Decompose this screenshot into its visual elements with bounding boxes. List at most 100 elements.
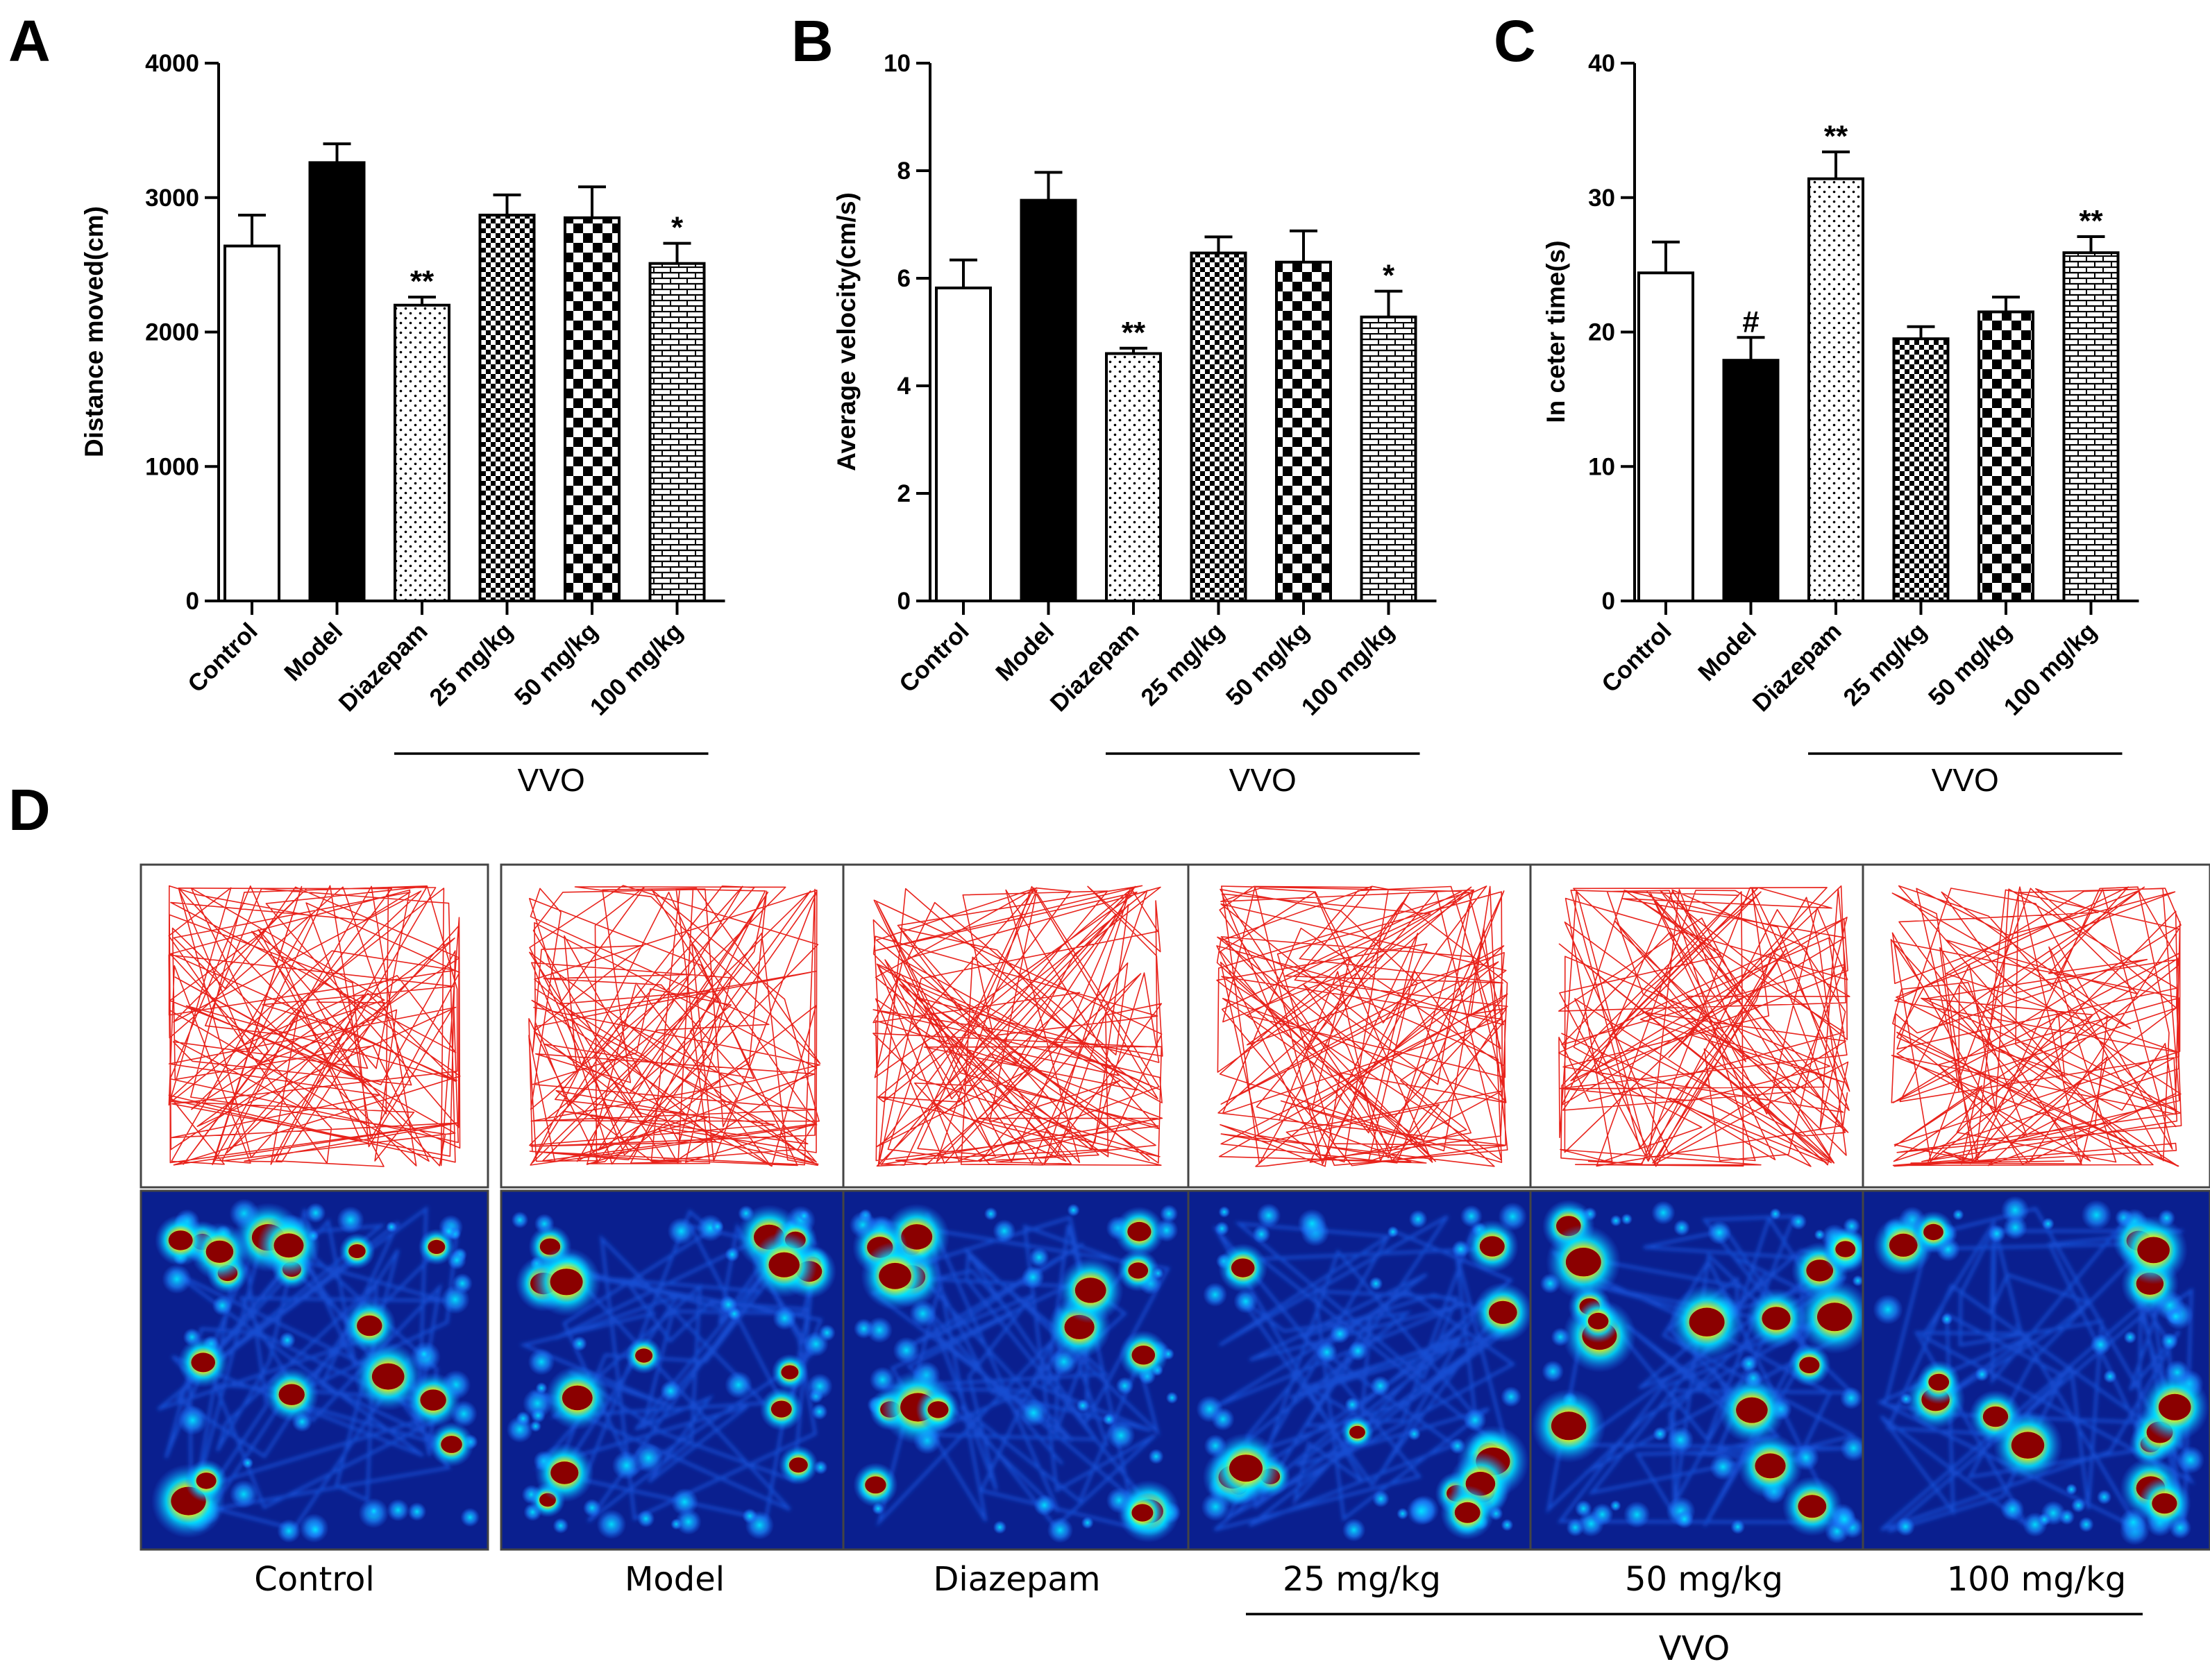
heatmap-spot <box>2123 1330 2137 1344</box>
category-label: Model <box>1693 618 1762 686</box>
heatmap-spot <box>522 1388 552 1418</box>
bar <box>1977 310 2034 602</box>
heatmap-spot <box>2081 1199 2112 1230</box>
heatmap-spot <box>1789 1213 1807 1230</box>
significance-label: ** <box>1824 119 1848 153</box>
heatmap-spot <box>1941 1313 1953 1325</box>
heatmap-hotspot <box>348 1244 366 1258</box>
heatmap-spot <box>2096 1489 2112 1505</box>
heatmap-spot <box>229 1479 258 1509</box>
heatmap-spot <box>2000 1196 2030 1225</box>
heatmap-spot <box>1566 1518 1585 1537</box>
heatmap-spot <box>2070 1497 2086 1513</box>
heatmap-hotspot <box>1689 1307 1725 1337</box>
significance-label: ** <box>410 264 435 298</box>
arena-label: Diazepam <box>933 1560 1100 1599</box>
heatmap-hotspot <box>1479 1236 1505 1257</box>
heatmap-hotspot <box>1128 1262 1149 1279</box>
heatmap-spot <box>440 1284 470 1314</box>
heatmap-spot <box>1975 1367 1989 1382</box>
heatmap-spot <box>636 1509 655 1528</box>
heatmap-spot <box>1347 1341 1369 1361</box>
heatmap-hotspot <box>1799 1357 1820 1373</box>
heatmap-spot <box>177 1405 208 1436</box>
heatmap-spot <box>305 1203 326 1223</box>
heatmap-hotspot <box>901 1224 933 1250</box>
heatmap-hotspot <box>1817 1303 1853 1332</box>
heatmap-hotspot <box>1131 1346 1156 1365</box>
heatmap-spot <box>1623 1501 1651 1529</box>
heatmap-spot <box>1406 1496 1436 1526</box>
heatmap-spot <box>866 1316 893 1343</box>
heatmap-spot <box>1673 1219 1690 1237</box>
heatmap-hotspot <box>1127 1221 1152 1241</box>
y-tick-label: 4 <box>897 373 911 400</box>
arena-1: Model <box>500 863 850 1599</box>
heatmap-spot <box>2167 1307 2185 1325</box>
arena-label: 100 mg/kg <box>1947 1560 2127 1599</box>
heatmap-hotspot <box>927 1401 949 1418</box>
bar <box>223 244 280 602</box>
heatmap-spot <box>1029 1247 1049 1268</box>
bar <box>1105 352 1162 602</box>
heatmap-spot <box>633 1443 664 1473</box>
heatmap-spot <box>711 1220 724 1233</box>
y-tick-label: 40 <box>1588 50 1615 77</box>
bar <box>1020 198 1077 602</box>
heatmap-hotspot <box>371 1363 405 1390</box>
heatmap-spot <box>1500 1386 1522 1407</box>
heatmap-hotspot <box>1131 1504 1154 1522</box>
heatmap-hotspot <box>1551 1411 1587 1441</box>
heatmap-spot <box>1709 1453 1737 1481</box>
heatmap-spot <box>1251 1225 1271 1244</box>
y-tick-label: 20 <box>1588 319 1615 346</box>
heatmap-hotspot <box>205 1240 234 1263</box>
heatmap-hotspot <box>420 1389 446 1411</box>
heatmap-hotspot <box>2152 1493 2177 1514</box>
heatmap-spot <box>2078 1516 2094 1533</box>
chart-b: 0 2 4 6 8 10 Average velocity(cm/s) Control Mode… <box>832 50 1437 798</box>
movement-track <box>872 885 1163 1167</box>
heatmap-hotspot <box>879 1262 911 1289</box>
heatmap-spot <box>385 1221 398 1233</box>
heatmap-spot <box>1256 1203 1281 1228</box>
arena-label: Model <box>625 1560 725 1599</box>
heatmap-spot <box>2090 1334 2111 1356</box>
heatmap-hotspot <box>1349 1425 1365 1439</box>
heatmap-spot <box>2065 1483 2077 1495</box>
movement-track <box>168 885 461 1167</box>
heatmap-spot <box>1460 1205 1483 1228</box>
heatmap-hotspot <box>1755 1453 1786 1479</box>
heatmap-spot <box>1330 1323 1350 1344</box>
bar <box>1275 260 1332 602</box>
heatmap-spot <box>2103 1369 2117 1384</box>
heatmap-hotspot <box>1806 1259 1834 1282</box>
arena-label: 50 mg/kg <box>1625 1560 1783 1599</box>
heatmap-spot <box>212 1295 233 1316</box>
heatmap-hotspot <box>768 1252 800 1278</box>
heatmap-spot <box>1115 1377 1134 1395</box>
heatmap-spot <box>1675 1509 1694 1529</box>
heatmap-spot <box>1297 1209 1327 1239</box>
y-tick-label: 30 <box>1588 185 1615 212</box>
arena-2: Diazepam <box>842 863 1192 1599</box>
bar <box>1637 271 1694 602</box>
heatmap-spot <box>1372 1490 1390 1508</box>
significance-label: # <box>1742 305 1759 339</box>
heatmap-spot <box>984 1207 998 1221</box>
heatmap-spot <box>1987 1224 2006 1243</box>
heatmap-spot <box>1387 1225 1399 1238</box>
heatmap-spot <box>1342 1518 1366 1542</box>
heatmap-hotspot <box>1736 1397 1768 1423</box>
y-tick-label: 10 <box>884 50 911 77</box>
category-label: 100 mg/kg <box>1999 618 2102 721</box>
category-label: 25 mg/kg <box>424 618 518 711</box>
heatmap-spot <box>1067 1203 1080 1217</box>
heatmap-hotspot <box>1798 1495 1827 1518</box>
heatmap-spot <box>1165 1391 1179 1405</box>
y-axis-title: Average velocity(cm/s) <box>832 192 861 471</box>
heatmap-hotspot <box>357 1315 382 1337</box>
heatmap-spot <box>582 1498 602 1518</box>
bar <box>2062 251 2120 602</box>
